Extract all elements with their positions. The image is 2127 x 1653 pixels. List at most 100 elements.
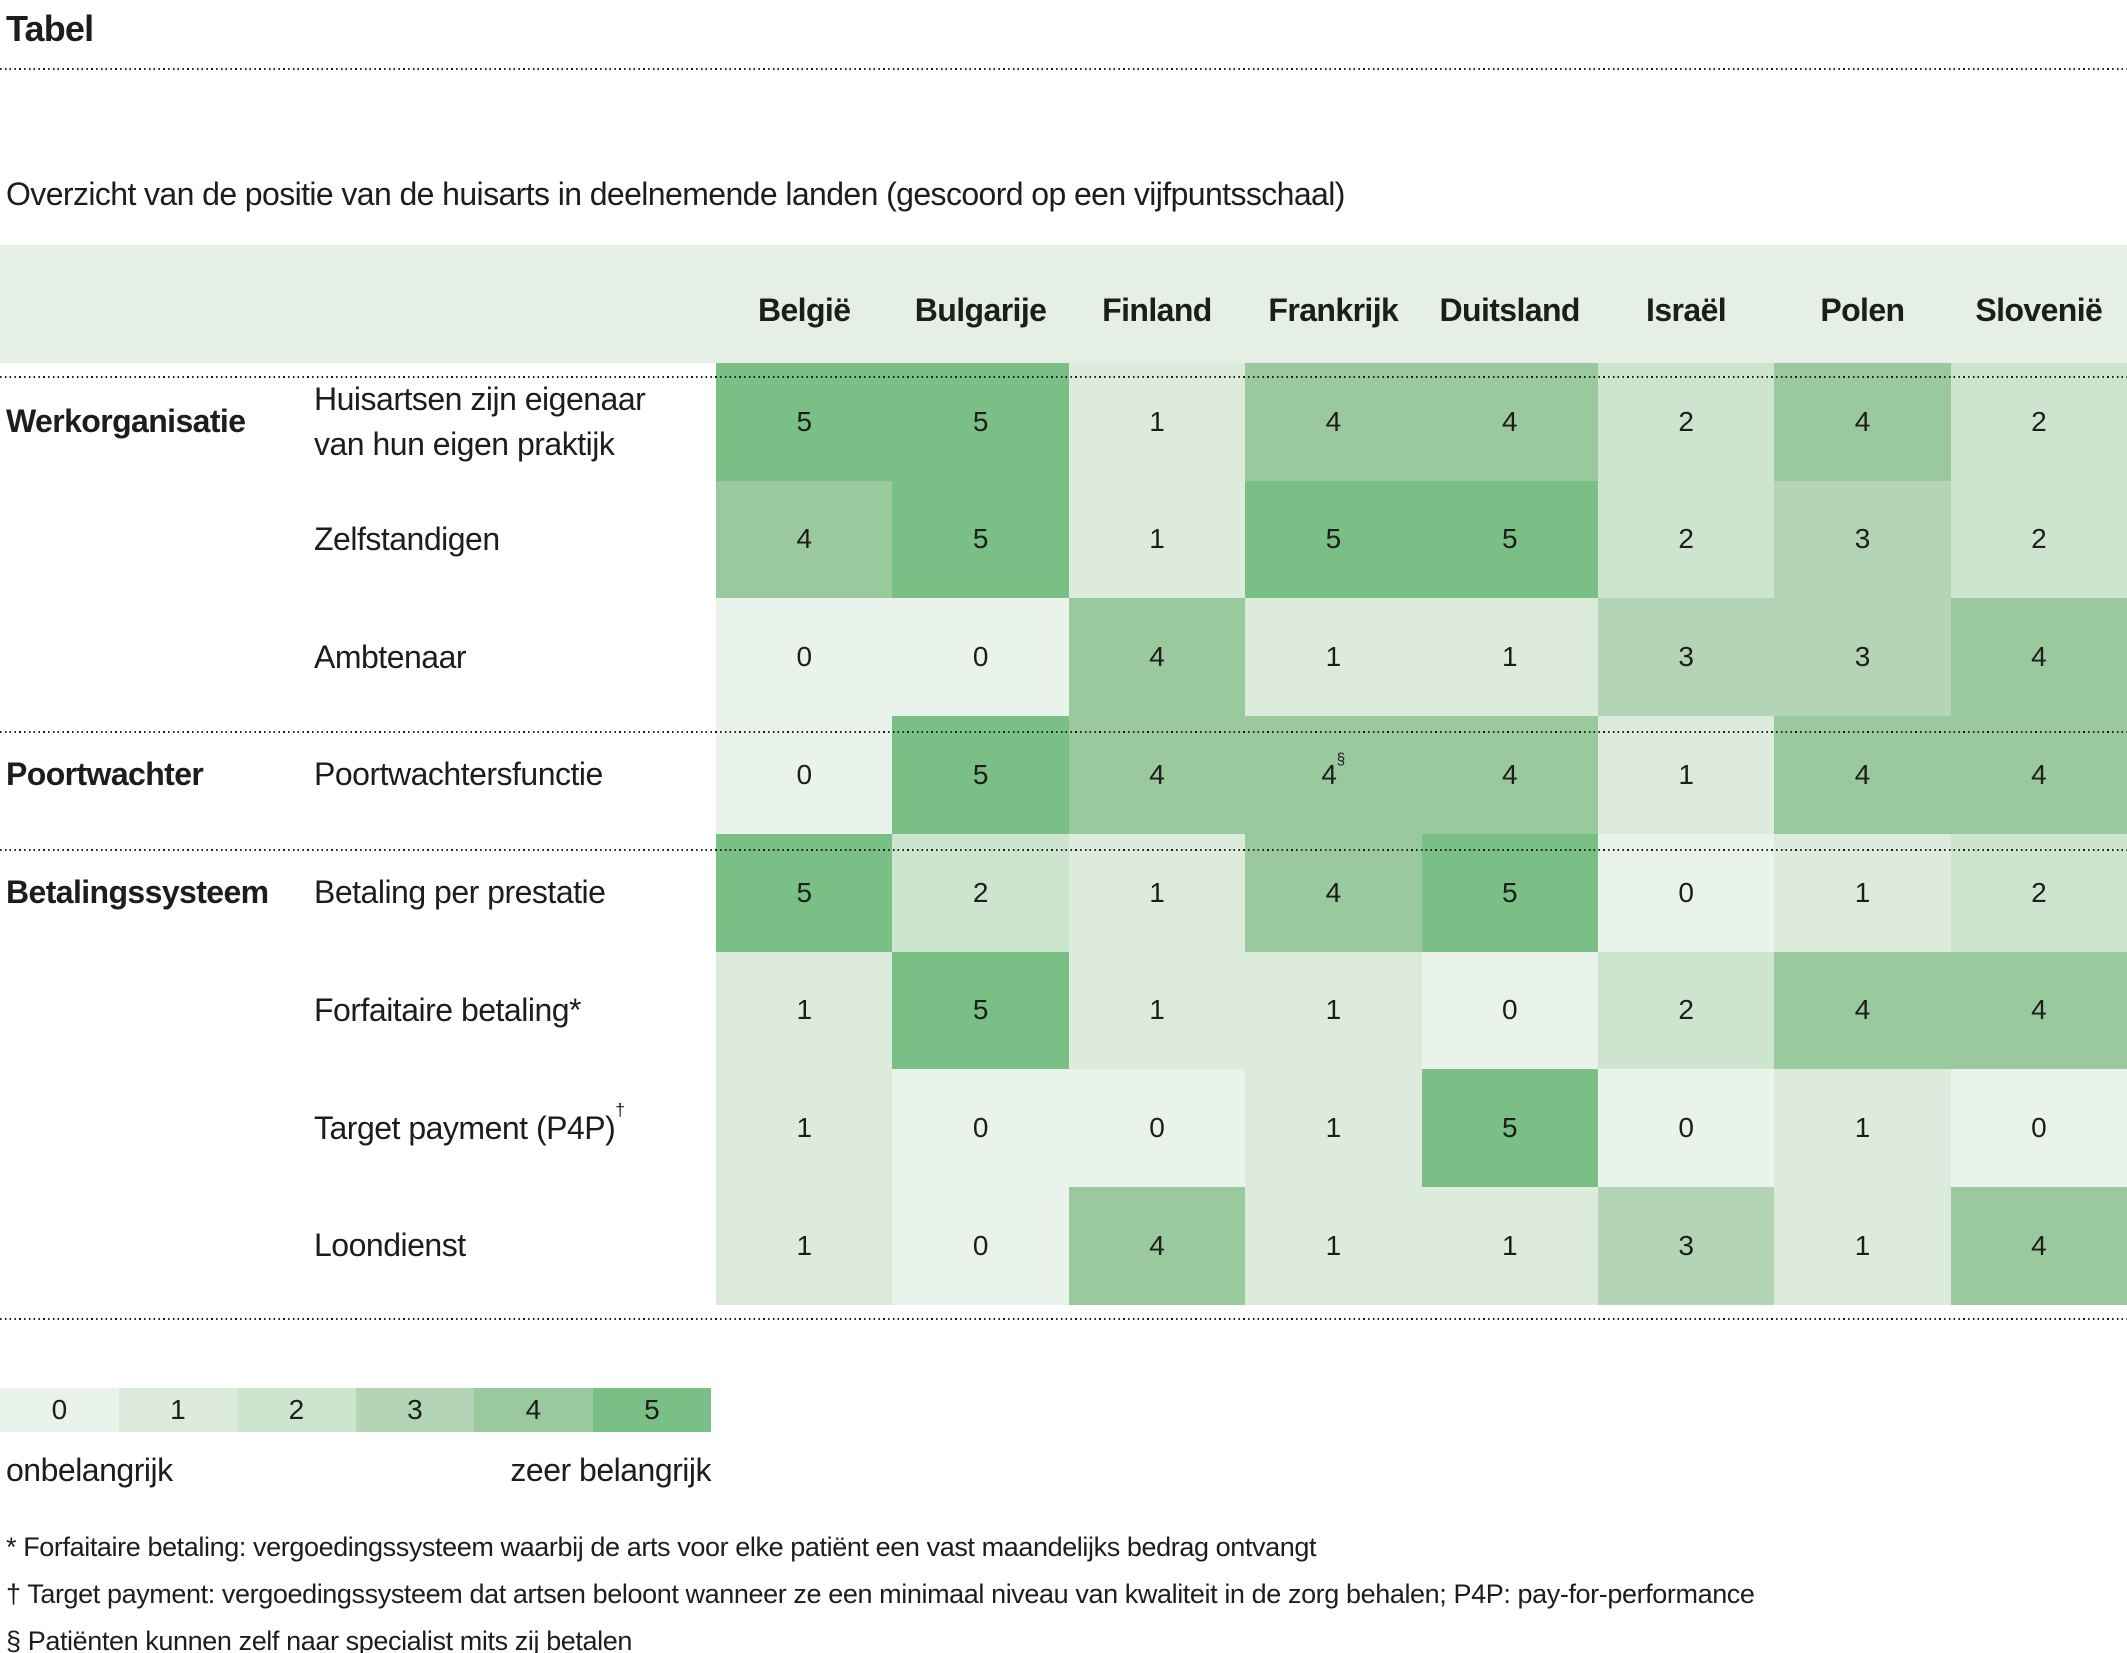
score-cell: 2 [892,833,1069,952]
legend-swatch-5: 5 [592,1388,711,1432]
score-cell: 4 [1774,362,1951,481]
column-header-4: Frankrijk [1245,245,1422,376]
score-cell: 1 [716,951,893,1070]
score-cell: 4 [1068,1187,1246,1305]
row-label: Betaling per prestatie [310,833,716,952]
score-cell: 0 [1068,1069,1246,1187]
heatmap-table: België Bulgarije Finland Frankrijk Duitsland… [0,245,2127,1305]
legend-labels: onbelangrijk zeer belangrijk [0,1452,711,1489]
row-label: Loondienst [310,1187,716,1305]
score-cell: 1 [1068,480,1246,599]
figure-caption: Overzicht van de positie van de huisarts… [6,176,1345,212]
column-header-2: Bulgarije [892,245,1069,376]
score-cell: 1 [1245,598,1422,716]
score-cell: 1 [1774,1187,1951,1305]
score-cell: 1 [1245,951,1422,1070]
score-cell: 5 [892,362,1069,481]
title-rule [0,68,2127,70]
column-header-8: Slovenië [1950,245,2127,376]
score-cell: 5 [716,362,893,481]
score-cell: 1 [1774,833,1951,952]
score-cell: 0 [1421,951,1598,1070]
legend-swatch-2: 2 [237,1388,356,1432]
score-cell: 0 [892,1187,1069,1305]
score-cell: 4§ [1245,716,1422,834]
score-cell: 5 [1421,480,1598,599]
row-label: Forfaitaire betaling* [310,951,716,1070]
score-cell: 1 [1421,598,1598,716]
group-label [0,951,310,1070]
score-cell: 4 [716,480,893,599]
score-cell: 1 [1774,1069,1951,1187]
score-cell: 0 [1597,833,1775,952]
score-cell: 4 [1950,598,2127,716]
column-header-3: Finland [1068,245,1246,376]
score-cell: 3 [1597,598,1775,716]
score-cell: 0 [892,598,1069,716]
score-cell: 5 [892,480,1069,599]
group-label [0,598,310,716]
score-cell: 4 [1774,951,1951,1070]
row-label: Poortwachtersfunctie [310,716,716,834]
score-cell: 2 [1950,362,2127,481]
score-cell: 2 [1597,362,1775,481]
row-label: Huisartsen zijn eigenaar van hun eigen p… [310,362,716,481]
score-cell: 4 [1068,716,1246,834]
score-cell: 5 [892,951,1069,1070]
score-cell: 1 [716,1069,893,1187]
group-rule-betalingssysteem [0,849,2127,851]
score-cell: 3 [1774,598,1951,716]
score-cell: 0 [1597,1069,1775,1187]
legend-swatch-4: 4 [474,1388,593,1432]
score-cell: 5 [716,833,893,952]
score-cell: 5 [1421,1069,1598,1187]
legend-swatch-0: 0 [0,1388,119,1432]
score-cell: 1 [1245,1187,1422,1305]
column-header-5: Duitsland [1421,245,1598,376]
score-cell: 2 [1950,480,2127,599]
group-label: Werkorganisatie [0,362,310,481]
score-cell: 4 [1421,716,1598,834]
footnote-section: § Patiënten kunnen zelf naar specialist … [6,1626,632,1653]
score-cell: 0 [1950,1069,2127,1187]
score-cell: 1 [1068,362,1246,481]
legend-max-label: zeer belangrijk [510,1452,711,1488]
score-cell: 4 [1950,716,2127,834]
score-cell: 4 [1245,362,1422,481]
legend-swatch-3: 3 [355,1388,474,1432]
row-label: Target payment (P4P)† [310,1069,716,1187]
column-header-6: Israël [1597,245,1775,376]
table-header-spacer [0,245,716,376]
score-cell: 0 [892,1069,1069,1187]
score-cell: 1 [1245,1069,1422,1187]
group-label [0,1187,310,1305]
score-cell: 2 [1597,480,1775,599]
header-bottom-rule [0,376,2127,378]
score-cell: 1 [1068,951,1246,1070]
score-cell: 3 [1774,480,1951,599]
score-cell: 1 [1597,716,1775,834]
score-cell: 2 [1597,951,1775,1070]
score-cell: 4 [1245,833,1422,952]
score-cell: 4 [1421,362,1598,481]
score-cell: 4 [1950,951,2127,1070]
group-rule-poortwachter [0,731,2127,733]
score-cell: 5 [892,716,1069,834]
score-cell: 1 [716,1187,893,1305]
score-cell: 4 [1774,716,1951,834]
row-label: Ambtenaar [310,598,716,716]
column-header-7: Polen [1774,245,1951,376]
score-cell: 1 [1068,833,1246,952]
legend-min-label: onbelangrijk [6,1452,173,1488]
score-cell: 2 [1950,833,2127,952]
score-cell: 0 [716,598,893,716]
score-cell: 1 [1421,1187,1598,1305]
score-cell: 5 [1421,833,1598,952]
score-cell: 5 [1245,480,1422,599]
score-cell: 3 [1597,1187,1775,1305]
column-header-1: België [716,245,893,376]
group-label [0,480,310,599]
legend-swatch-1: 1 [118,1388,237,1432]
